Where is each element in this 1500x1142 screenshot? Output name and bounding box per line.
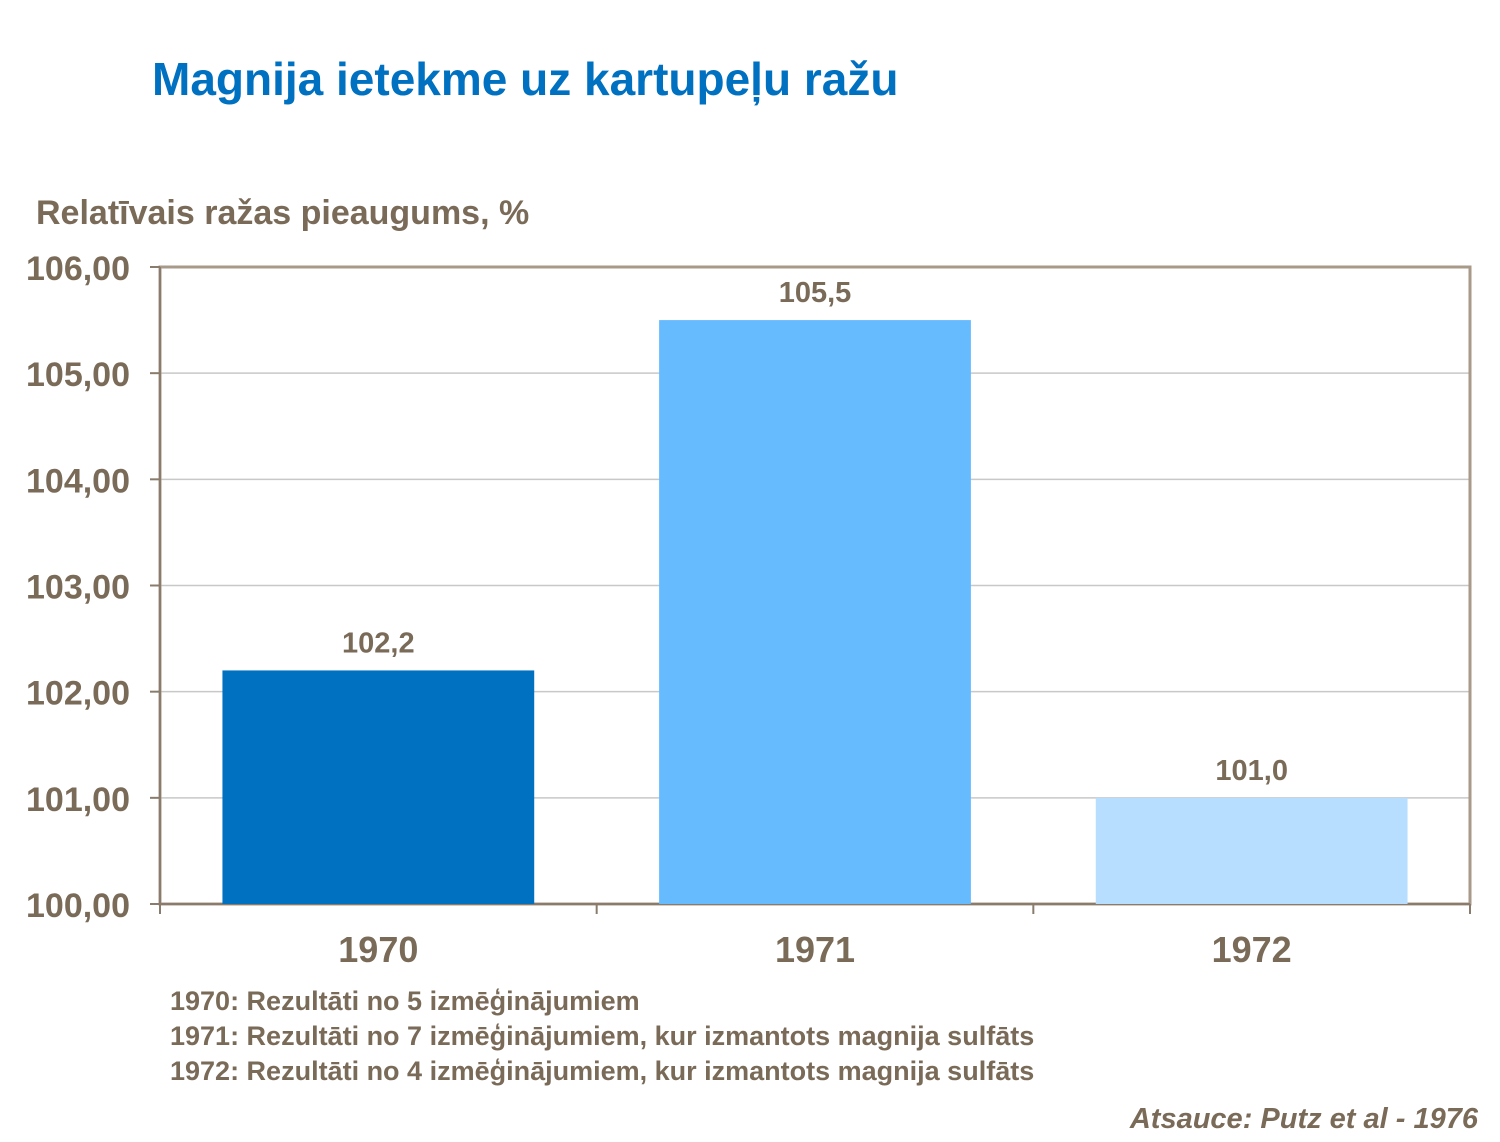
y-axis-label: Relatīvais ražas pieaugums, % [36,194,530,232]
source-citation: Atsauce: Putz et al - 1976 [1129,1103,1478,1135]
footnote-1971: 1971: Rezultāti no 7 izmēģinājumiem, kur… [170,1021,1035,1051]
y-tick-label: 102,00 [26,675,130,713]
data-label-1971: 105,5 [779,277,852,309]
footnote-1970: 1970: Rezultāti no 5 izmēģinājumiem [170,986,640,1016]
y-tick-label: 100,00 [26,887,130,925]
bar-1971 [659,320,971,904]
y-tick-label: 103,00 [26,569,130,607]
footnotes: 1970: Rezultāti no 5 izmēģinājumiem 1971… [170,984,1034,1089]
y-tick-label: 105,00 [26,356,130,394]
chart-title: Magnija ietekme uz kartupeļu ražu [152,53,899,105]
y-tick-label: 104,00 [26,462,130,500]
bar-1972 [1095,797,1408,904]
data-label-1972: 101,0 [1215,755,1288,787]
y-tick-label: 106,00 [26,250,130,288]
bar-1970 [222,670,535,904]
y-tick-label: 101,00 [26,781,130,819]
x-tick-label-1971: 1971 [775,929,855,970]
data-label-1970: 102,2 [342,627,415,659]
footnote-1972: 1972: Rezultāti no 4 izmēģinājumiem, kur… [170,1056,1035,1086]
x-tick-label-1970: 1970 [338,929,418,970]
x-tick-label-1972: 1972 [1212,929,1292,970]
